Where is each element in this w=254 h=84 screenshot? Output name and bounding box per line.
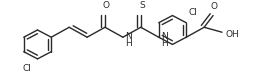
Text: OH: OH [224, 30, 238, 39]
Text: O: O [102, 1, 109, 10]
Text: H: H [124, 39, 131, 48]
Text: O: O [210, 2, 217, 11]
Text: Cl: Cl [23, 64, 31, 73]
Text: Cl: Cl [187, 8, 196, 17]
Text: N: N [124, 32, 131, 41]
Text: H: H [160, 39, 167, 48]
Text: S: S [138, 1, 144, 10]
Text: N: N [160, 32, 167, 41]
